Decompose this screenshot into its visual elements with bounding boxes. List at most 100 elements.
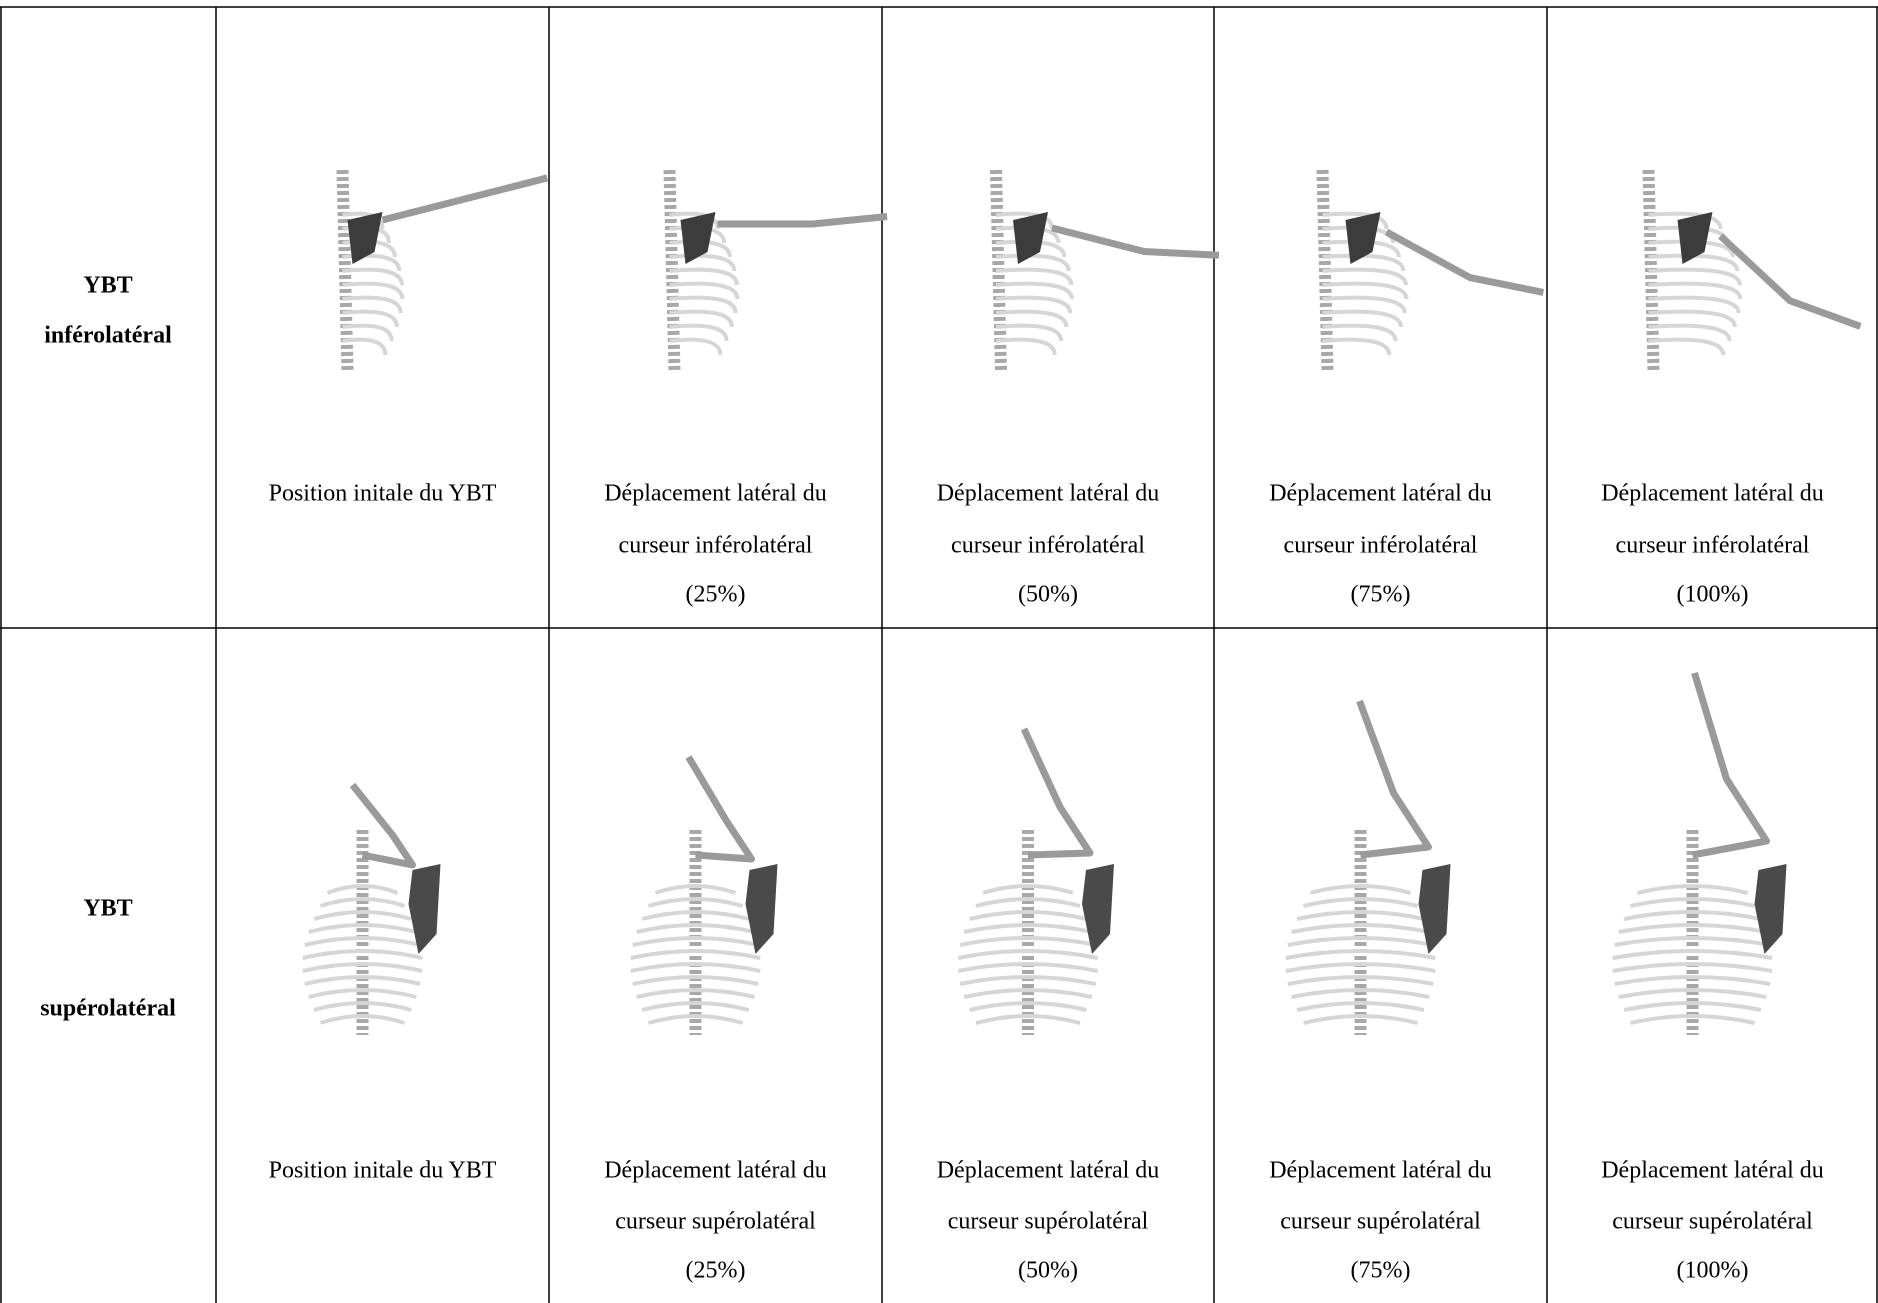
skeleton-image [990,169,1220,371]
rib [959,936,1097,947]
row-header: YBT [83,896,132,922]
cell-caption: Position initale du YBT [269,1158,497,1184]
table-cell: Déplacement latéral du curseur supérolaté… [604,755,827,1284]
rib [1287,975,1434,986]
rib [1648,253,1740,272]
rib [1618,988,1767,999]
rib [304,975,421,986]
table-cell: Position initale du YBT [269,169,549,507]
rib [1630,1014,1755,1025]
cell-caption: curseur supérolatéral [1280,1209,1481,1235]
cell-caption: (100%) [1677,1258,1749,1284]
rib [630,949,761,960]
arm [1384,228,1545,296]
cell-caption: (25%) [686,1258,746,1284]
row-header: supérolatéral [40,996,176,1022]
rib [647,1014,744,1025]
rib [995,253,1071,272]
rib [647,897,744,908]
table-row: YBT supérolatéral Position initale du YBT D… [40,671,1824,1284]
rib [995,267,1074,286]
rib [342,267,404,286]
rib [1623,910,1762,921]
rib [1612,949,1773,960]
table-cell: Déplacement latéral du curseur inférolaté… [937,169,1220,608]
rib [1648,281,1743,300]
rib [1322,323,1398,342]
table-cell: Déplacement latéral du curseur inférolaté… [604,169,888,608]
rib [669,281,740,300]
cell-caption: Déplacement latéral du [1601,481,1824,507]
scapula [1677,212,1713,264]
cell-caption: (50%) [1018,582,1078,608]
rib [641,1001,750,1012]
rib [308,988,417,999]
rib [1285,962,1436,973]
rib [669,295,738,314]
cell-caption: (50%) [1018,1258,1078,1284]
rib [1648,295,1741,314]
arm [1051,224,1220,259]
rib [1648,337,1726,356]
cell-caption: curseur inférolatéral [1284,533,1478,559]
rib [319,1014,406,1025]
rib [342,337,388,356]
cell-caption: Déplacement latéral du [937,481,1160,507]
rib [669,337,723,356]
rib [1285,949,1436,960]
rib [342,295,403,314]
table-cell: Déplacement latéral du curseur supérolaté… [937,727,1159,1284]
rib [1291,923,1430,934]
rib [1322,281,1409,300]
rib [632,975,759,986]
cell-caption: Déplacement latéral du [1269,481,1492,507]
rib [1623,1001,1762,1012]
cell-caption: curseur supérolatéral [1612,1209,1813,1235]
arm [381,174,549,224]
scapula [1345,212,1381,264]
rib [1322,267,1408,286]
cell-caption: (100%) [1677,582,1749,608]
rib [963,988,1093,999]
rib [630,962,761,973]
cell-caption: Déplacement latéral du [1269,1158,1492,1184]
table-cell: Déplacement latéral du curseur supérolaté… [1601,671,1824,1284]
table-cell: Déplacement latéral du curseur inférolaté… [1269,169,1545,608]
arm [1691,671,1770,859]
rib [975,897,1081,908]
rib [313,910,412,921]
rib [1322,337,1392,356]
table-row: YBT inférolatéral Position initale du YBT D… [44,169,1862,608]
arm [349,782,416,869]
table-grid [0,6,1878,1303]
rib [669,267,739,286]
rib [1614,936,1771,947]
rib [669,239,732,258]
cell-caption: Déplacement latéral du [604,481,827,507]
arm [1356,699,1432,859]
cell-caption: Déplacement latéral du [1601,1158,1824,1184]
scapula [347,212,383,264]
skeleton-image [957,727,1114,1035]
table-cell: Déplacement latéral du curseur inférolaté… [1601,169,1862,608]
rib [1322,295,1407,314]
skeleton-image [1316,169,1545,371]
scapula [745,864,778,954]
rib [1322,253,1406,272]
rib [669,309,734,328]
arm [685,755,755,863]
cell-caption: curseur supérolatéral [615,1209,816,1235]
rib [641,910,750,921]
rib [319,897,406,908]
cell-caption: (25%) [686,582,746,608]
skeleton-image [630,755,778,1035]
rib [995,309,1069,328]
rib [1614,975,1771,986]
rib [342,323,394,342]
rib [1287,936,1434,947]
skeleton-image [1285,699,1451,1035]
rib [1630,897,1755,908]
rib [957,949,1099,960]
cell-caption: (75%) [1351,582,1411,608]
